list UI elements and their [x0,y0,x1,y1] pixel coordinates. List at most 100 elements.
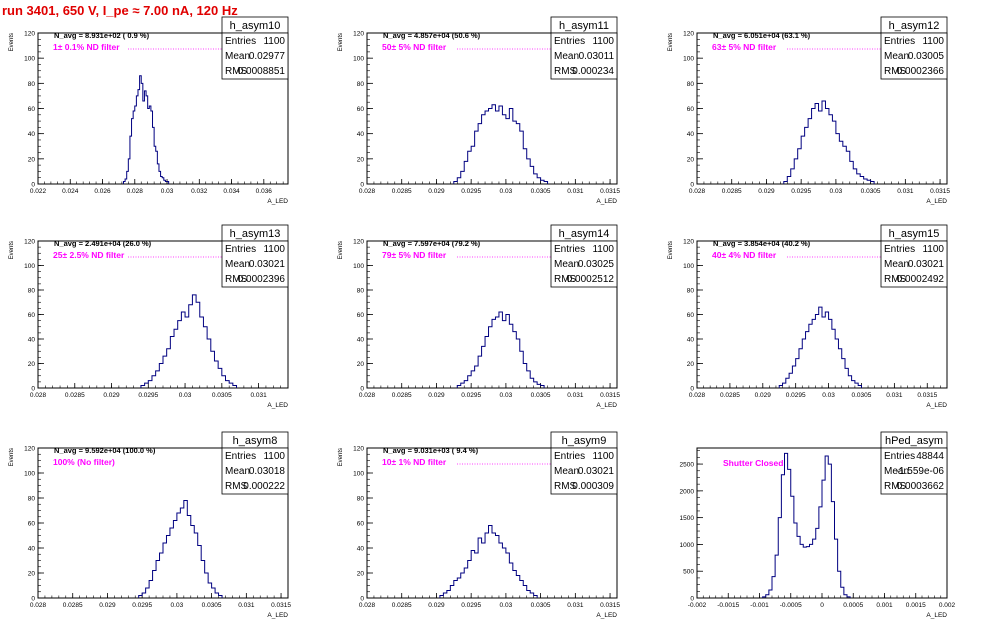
y-tick-label: 120 [24,31,35,38]
stats-value: 0.0002396 [238,274,286,285]
stats-box [550,32,618,80]
y-tick-label: 80 [357,288,365,295]
stats-key: RMS [554,481,577,492]
x-tick-label: 0.031 [567,602,584,609]
y-tick-label: 60 [28,106,36,113]
histogram-line [778,306,862,388]
stats-box [550,447,618,495]
x-tick-label: 0.03 [171,602,184,609]
y-tick-label: 1000 [680,542,695,549]
x-tick-label: 0.0315 [600,392,620,399]
x-tick-label: 0.032 [191,188,208,195]
y-tick-label: 60 [687,312,695,319]
run-title: run 3401, 650 V, I_pe ≈ 7.00 nA, 120 Hz [2,3,238,18]
x-tick-label: 0.0285 [392,392,412,399]
x-tick-label: 0.029 [428,188,445,195]
stats-value: 0.03018 [249,466,286,477]
x-tick-label: 0.03 [500,392,513,399]
x-tick-label: 0.0295 [461,188,481,195]
y-tick-label: 60 [357,106,365,113]
x-tick-label: -0.0005 [780,602,802,609]
stats-value: 0.03005 [908,51,945,62]
x-tick-label: 0.0285 [63,602,83,609]
x-tick-label: 0.026 [94,188,111,195]
stats-value: 0.03021 [578,466,615,477]
stats-key: RMS [884,274,907,285]
histogram-panel: 0.028 0.0285 0.029 0.0295 0.03 0.0305 0.031 0.0… [9,431,291,619]
stats-value: 1100 [592,244,614,255]
stats-key: Entries [884,36,915,47]
x-tick-label: 0.031 [897,188,914,195]
navg-label: N_avg = 4.857e+04 (50.6 %) [383,31,481,40]
stats-key: RMS [554,274,577,285]
y-tick-label: 20 [28,156,36,163]
x-axis-label: A_LED [926,612,947,619]
x-tick-label: 0.028 [359,392,376,399]
stats-value: 48844 [916,451,944,462]
y-tick-label: 2500 [680,462,695,469]
y-tick-label: 120 [24,239,35,246]
histogram-name: h_asym14 [559,228,610,240]
stats-key: Mean [884,51,909,62]
navg-label: N_avg = 2.491e+04 (26.0 %) [54,239,152,248]
x-tick-label: 0.031 [886,392,903,399]
filter-label: 1± 0.1% ND filter [53,42,120,52]
x-tick-label: 0.0015 [906,602,926,609]
x-axis-label: A_LED [267,402,288,409]
x-axis-label: A_LED [596,612,617,619]
y-axis-label: Events [9,241,15,259]
stats-key: RMS [225,66,248,77]
x-tick-label: 0.0285 [392,188,412,195]
histogram-name: h_asym13 [230,228,281,240]
x-axis-label: A_LED [267,198,288,205]
x-tick-label: 0 [820,602,824,609]
x-tick-label: 0.031 [238,602,255,609]
stats-box [221,447,289,495]
y-tick-label: 60 [687,106,695,113]
y-axis-label: Events [338,33,344,51]
stats-value: 0.000309 [572,481,614,492]
x-tick-label: -0.001 [750,602,769,609]
x-tick-label: 0.002 [939,602,956,609]
x-tick-label: 0.0305 [531,392,551,399]
y-tick-label: 120 [353,31,364,38]
x-tick-label: 0.028 [359,602,376,609]
x-axis-label: A_LED [267,612,288,619]
x-tick-label: 0.029 [428,392,445,399]
stats-key: Entries [225,36,256,47]
y-tick-label: 80 [357,81,365,88]
stats-key: Mean [225,466,250,477]
stats-value: 0.0002366 [897,66,945,77]
stats-value: 0.0002512 [567,274,615,285]
x-tick-label: 0.028 [30,602,47,609]
histogram-name: h_asym10 [230,20,281,32]
histogram-name: h_asym9 [562,435,607,447]
y-tick-label: 20 [357,156,365,163]
x-tick-label: 0.0295 [791,188,811,195]
stats-value: 0.000234 [572,66,614,77]
x-tick-label: 0.0305 [852,392,872,399]
x-tick-label: 0.0305 [861,188,881,195]
y-tick-label: 100 [24,471,35,478]
y-tick-label: 40 [28,337,36,344]
stats-value: 0.03025 [578,259,615,270]
y-axis-label: Events [338,241,344,259]
y-tick-label: 80 [687,288,695,295]
histogram-line [453,104,549,184]
histogram-line [456,311,545,388]
x-tick-label: 0.029 [755,392,772,399]
histogram-line [138,500,223,598]
filter-label: 63± 5% ND filter [712,42,777,52]
stats-value: 1100 [263,451,285,462]
histogram-panel: 0.028 0.0285 0.029 0.0295 0.03 0.0305 0.031 0.0… [338,16,620,205]
x-tick-label: 0.03 [822,392,835,399]
stats-value: -1.559e-06 [896,466,945,477]
histogram-panel: -0.002 -0.0015 -0.001 -0.0005 0 0.0005 0.001 0.… [680,431,956,619]
x-tick-label: 0.0305 [212,392,232,399]
y-tick-label: 100 [353,56,364,63]
y-tick-label: 20 [28,361,36,368]
y-tick-label: 120 [683,31,694,38]
y-tick-label: 0 [31,386,35,393]
y-axis-label: Events [668,241,674,259]
x-tick-label: 0.029 [428,602,445,609]
